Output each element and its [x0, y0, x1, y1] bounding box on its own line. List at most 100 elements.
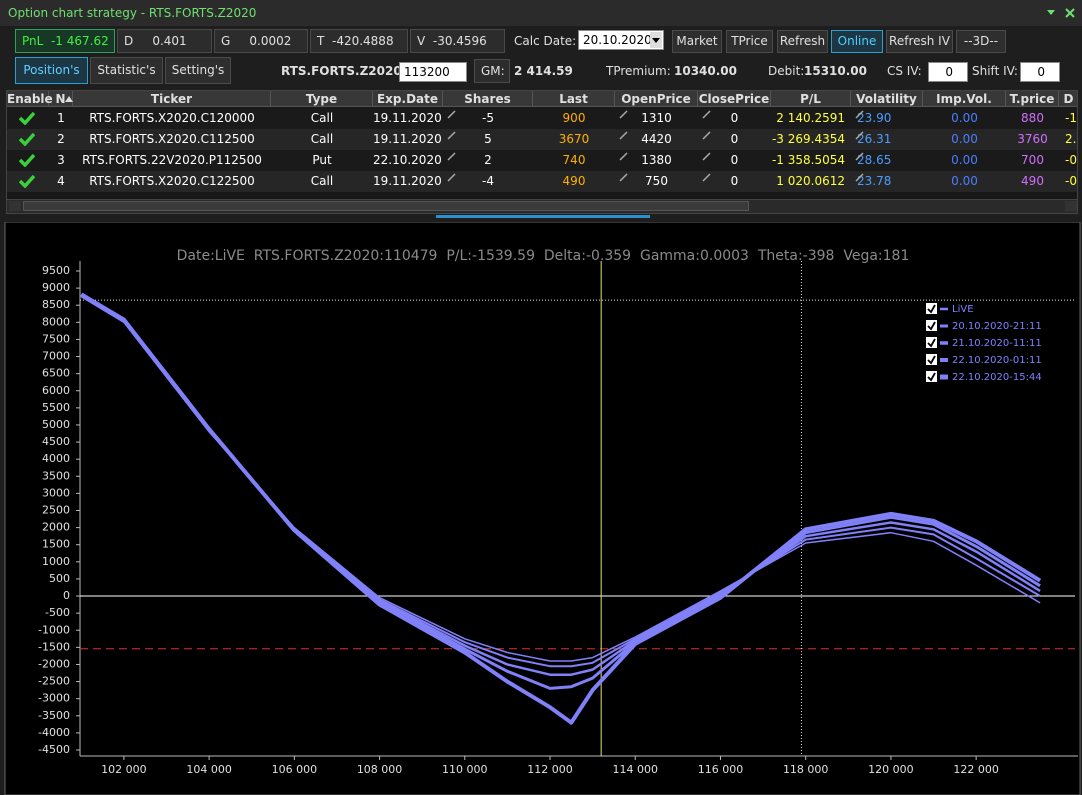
y-tick-label: -4000	[38, 726, 70, 739]
column-header[interactable]: Volatility	[851, 91, 923, 107]
edit-icon[interactable]	[855, 152, 864, 161]
x-tick-label: 114 000	[612, 763, 658, 776]
table-cell: 3	[57, 153, 65, 167]
table-cell: 0	[730, 132, 739, 146]
y-tick-label: -4500	[38, 743, 70, 756]
gamma-box: G 0.0002	[214, 29, 308, 53]
button[interactable]: Refresh	[777, 30, 828, 53]
tab[interactable]: Setting's	[165, 57, 231, 84]
scroll-left[interactable]	[9, 201, 21, 211]
column-header[interactable]: T.price	[1006, 91, 1059, 107]
edit-icon[interactable]	[855, 110, 864, 119]
table-cell: 900	[562, 111, 586, 125]
column-header[interactable]: Enable	[7, 91, 53, 107]
edit-icon[interactable]	[447, 173, 456, 182]
column-header[interactable]: Ticker	[73, 91, 271, 107]
edit-icon[interactable]	[702, 152, 711, 161]
table-cell: 2	[57, 132, 65, 146]
column-header[interactable]: D	[1059, 91, 1077, 107]
enable-check[interactable]	[19, 111, 35, 125]
splitter[interactable]	[436, 215, 650, 218]
edit-icon[interactable]	[447, 110, 456, 119]
edit-icon[interactable]	[619, 173, 628, 182]
button[interactable]: TPrice	[726, 30, 773, 53]
close-icon[interactable]	[1065, 8, 1075, 18]
enable-check[interactable]	[19, 132, 35, 146]
shift-iv-value: 0	[1037, 65, 1045, 79]
payoff-line	[80, 296, 1041, 662]
edit-icon[interactable]	[619, 152, 628, 161]
y-tick-label: 7500	[42, 332, 70, 345]
y-tick-label: 8500	[42, 298, 70, 311]
title-bar: Option chart strategy - RTS.FORTS.Z2020	[0, 0, 1082, 26]
table-cell: 1 020.0612	[776, 174, 845, 188]
legend-checkbox[interactable]	[926, 303, 937, 314]
column-header[interactable]: Exp.Date	[373, 91, 443, 107]
tab[interactable]: Statistic's	[90, 57, 163, 84]
column-header[interactable]: OpenPrice	[615, 91, 698, 107]
cs-iv-label: CS IV:	[887, 64, 922, 78]
column-header[interactable]: N	[49, 91, 73, 107]
window-controls[interactable]	[1044, 6, 1078, 20]
pencil	[702, 131, 711, 140]
table-cell: Call	[310, 174, 334, 188]
date-dropdown[interactable]	[650, 32, 662, 48]
shift-iv-spin[interactable]: 0	[1020, 62, 1060, 82]
table-cell: 22.10.2020	[373, 153, 442, 167]
calc-date-input[interactable]: 20.10.2020	[578, 30, 664, 50]
table-cell: 3670	[558, 132, 590, 146]
x-tick-label: 110 000	[442, 763, 488, 776]
legend-checkbox[interactable]	[926, 371, 937, 382]
d-value: 0.401	[152, 34, 187, 48]
edit-icon[interactable]	[619, 110, 628, 119]
column-header[interactable]: ClosePrice	[698, 91, 771, 107]
legend-check	[927, 321, 936, 331]
button-active[interactable]: Online	[831, 30, 883, 53]
column-header[interactable]: Imp.Vol.	[923, 91, 1006, 107]
legend-check	[927, 338, 936, 348]
edit-icon[interactable]	[855, 131, 864, 140]
gm-value: 2 414.59	[514, 64, 573, 78]
button[interactable]: --3D--	[956, 30, 1006, 53]
cs-iv-spin[interactable]: 0	[928, 62, 968, 82]
enable-check[interactable]	[19, 174, 35, 188]
legend-checkbox[interactable]	[926, 337, 937, 348]
x-tick-label: 116 000	[698, 763, 744, 776]
column-header[interactable]: Last	[533, 91, 615, 107]
button[interactable]: Refresh IV	[886, 30, 953, 53]
scroll-thumb[interactable]	[23, 201, 749, 211]
enable-check[interactable]	[19, 153, 35, 167]
table-row	[7, 129, 1077, 150]
debit-value: 15310.00	[804, 64, 868, 78]
column-header[interactable]: Shares	[443, 91, 533, 107]
edit-icon[interactable]	[855, 173, 864, 182]
button[interactable]: Market	[672, 30, 722, 53]
tab-active[interactable]: Position's	[15, 57, 88, 84]
edit-icon[interactable]	[619, 131, 628, 140]
edit-icon[interactable]	[702, 173, 711, 182]
legend-checkbox[interactable]	[926, 320, 937, 331]
scroll-right[interactable]	[1065, 201, 1077, 211]
collapse-icon[interactable]	[1047, 10, 1055, 15]
x-tick-label: 118 000	[783, 763, 829, 776]
edit-icon[interactable]	[702, 110, 711, 119]
column-header[interactable]: P/L	[771, 91, 851, 107]
edit-icon[interactable]	[702, 131, 711, 140]
table-cell: 0.00	[951, 153, 978, 167]
table-cell: 3760	[1017, 132, 1048, 146]
sort-arrow	[65, 96, 73, 102]
t-value: -420.4888	[331, 34, 394, 48]
price-spin[interactable]: 113200	[399, 62, 467, 82]
x-tick-label: 102 000	[101, 763, 147, 776]
calc-date-label: Calc Date:	[514, 34, 577, 48]
table-cell: Call	[310, 132, 334, 146]
table-cell: RTS.FORTS.X2020.C122500	[89, 174, 255, 188]
edit-icon[interactable]	[447, 131, 456, 140]
table-cell: 0	[730, 111, 739, 125]
pencil	[702, 173, 711, 182]
table-cell: RTS.FORTS.22V2020.P112500	[82, 153, 262, 167]
legend-checkbox[interactable]	[926, 354, 937, 365]
edit-icon[interactable]	[447, 152, 456, 161]
column-header[interactable]: Type	[271, 91, 373, 107]
table-cell: 4	[57, 174, 65, 188]
